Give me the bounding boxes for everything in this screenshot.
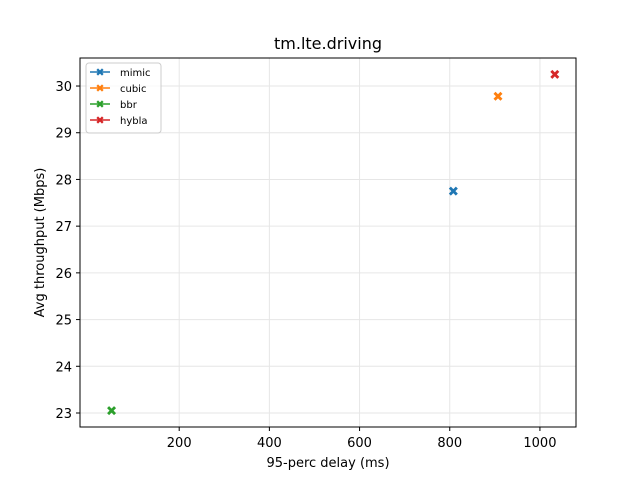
y-tick-label: 27 [55,220,72,235]
legend-label-hybla: hybla [120,116,148,127]
y-tick-label: 30 [55,80,72,95]
y-tick-label: 29 [55,127,72,142]
y-tick-label: 25 [55,314,72,329]
data-point-cubic [493,91,503,101]
y-tick-label: 28 [55,173,72,188]
x-tick-label: 800 [437,436,462,451]
x-tick-label: 600 [347,436,372,451]
data-points [107,69,560,416]
y-tick-label: 24 [55,360,72,375]
legend-marker-hybla [96,116,104,124]
axis-ticks: 200 400 600 800 1000 23 24 25 26 27 28 29 30 [55,80,556,451]
legend-label-cubic: cubic [120,84,146,95]
y-tick-label: 26 [55,267,72,282]
legend-label-bbr: bbr [120,100,138,111]
chart-title: tm.lte.driving [274,34,382,53]
legend-marker-cubic [96,84,104,92]
grid [80,58,576,427]
y-axis-label: Avg throughput (Mbps) [33,168,48,318]
y-tick-label: 23 [55,407,72,422]
x-tick-label: 400 [257,436,282,451]
x-tick-label: 1000 [523,436,556,451]
legend-label-mimic: mimic [120,68,151,79]
legend-marker-bbr [96,100,104,108]
x-tick-label: 200 [167,436,192,451]
legend: mimic cubic bbr hybla [85,62,162,134]
legend-box [85,62,162,134]
data-point-hybla [550,69,560,79]
data-point-bbr [107,406,117,416]
x-axis-label: 95-perc delay (ms) [266,456,389,471]
data-point-mimic [448,186,458,196]
legend-marker-mimic [96,68,104,76]
plot-area [79,57,577,428]
